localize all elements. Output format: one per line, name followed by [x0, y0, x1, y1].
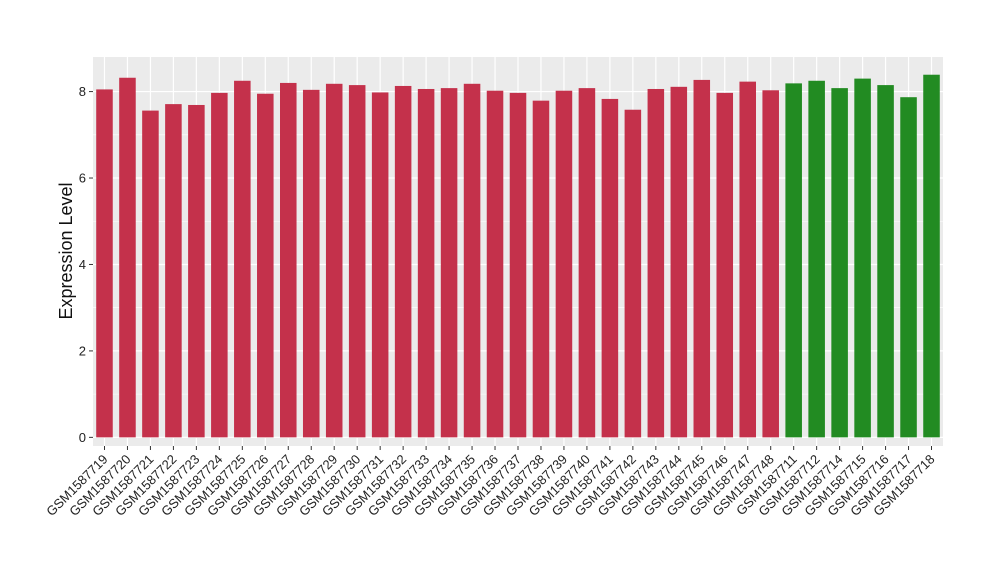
- bar: [624, 109, 642, 438]
- bar: [211, 92, 228, 438]
- y-tick-label: 8: [79, 84, 86, 99]
- y-axis-title: Expression Level: [56, 182, 76, 319]
- bar: [647, 88, 665, 438]
- bar: [785, 83, 802, 438]
- bar: [601, 98, 619, 438]
- bar: [234, 80, 251, 438]
- bar: [808, 80, 825, 438]
- bar: [854, 78, 871, 438]
- bar: [188, 104, 205, 438]
- bar: [165, 104, 182, 438]
- y-tick-label: 0: [79, 430, 86, 445]
- y-tick-label: 6: [79, 171, 86, 186]
- bar: [280, 82, 297, 438]
- bar: [831, 88, 848, 438]
- bar: [440, 88, 458, 438]
- bars: [96, 74, 940, 438]
- bar: [96, 89, 113, 438]
- bar: [394, 85, 412, 438]
- bar: [739, 81, 756, 438]
- bar: [762, 90, 779, 438]
- bar: [486, 90, 504, 438]
- bar: [417, 88, 435, 438]
- bar: [509, 92, 527, 438]
- y-tick-label: 2: [79, 343, 86, 358]
- bar: [670, 86, 688, 438]
- y-tick-label: 4: [79, 257, 86, 272]
- bar: [900, 97, 917, 438]
- bar: [877, 85, 894, 438]
- x-axis-ticks: GSM1587719GSM1587720GSM1587721GSM1587722…: [43, 446, 938, 519]
- bar: [302, 89, 320, 438]
- bar: [693, 79, 711, 438]
- bar: [463, 83, 481, 438]
- bar: [371, 92, 389, 438]
- bar: [119, 77, 136, 438]
- bar: [923, 74, 940, 438]
- bar: [142, 110, 159, 438]
- bar: [578, 88, 596, 438]
- bar: [257, 93, 274, 438]
- bar: [716, 92, 734, 438]
- bar: [532, 100, 550, 438]
- y-axis-ticks: 0 2 4 6 8: [79, 84, 93, 445]
- bar: [348, 85, 366, 438]
- bar: [325, 83, 343, 438]
- bar: [555, 90, 573, 438]
